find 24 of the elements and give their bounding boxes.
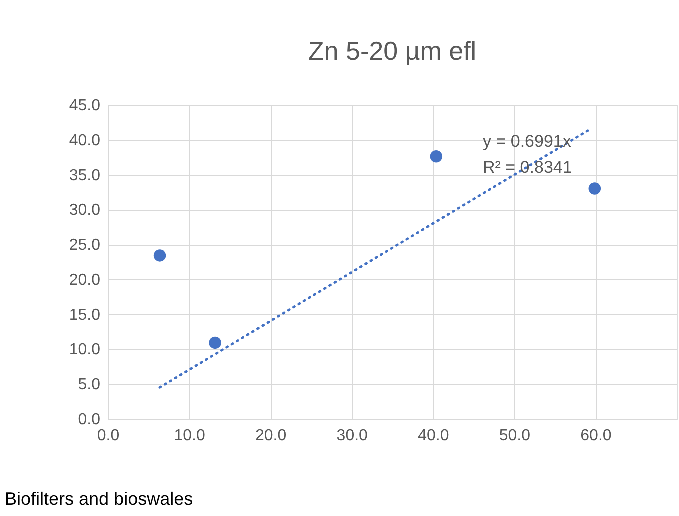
y-tick-label: 0.0 <box>78 412 101 428</box>
x-tick-label: 20.0 <box>256 428 287 444</box>
annotation: y = 0.6991x <box>483 132 572 151</box>
y-tick-label: 5.0 <box>78 376 101 394</box>
y-tick-label: 10.0 <box>69 342 101 359</box>
y-tick-label: 45.0 <box>69 98 101 114</box>
x-tick-label: 60.0 <box>580 428 612 444</box>
x-tick-label: 30.0 <box>336 428 368 444</box>
x-tick-label: 0.0 <box>97 428 120 444</box>
point <box>430 150 443 163</box>
x-tick-label: 40.0 <box>418 428 450 444</box>
y-tick-label: 25.0 <box>69 237 101 254</box>
y-tick-label: 35.0 <box>69 167 101 184</box>
y-tick-label: 30.0 <box>69 202 101 220</box>
point <box>154 250 166 262</box>
y-tick-label: 20.0 <box>69 272 101 289</box>
y-tick-label: 15.0 <box>69 306 101 324</box>
x-tick-label: 50.0 <box>499 428 531 444</box>
x-tick-label: 10.0 <box>174 428 206 444</box>
chart-title: Zn 5-20 µm efl <box>308 36 477 66</box>
point <box>209 336 222 350</box>
y-tick-label: 40.0 <box>69 132 101 150</box>
point <box>588 182 602 195</box>
text: Biofilters and bioswales <box>5 489 194 509</box>
